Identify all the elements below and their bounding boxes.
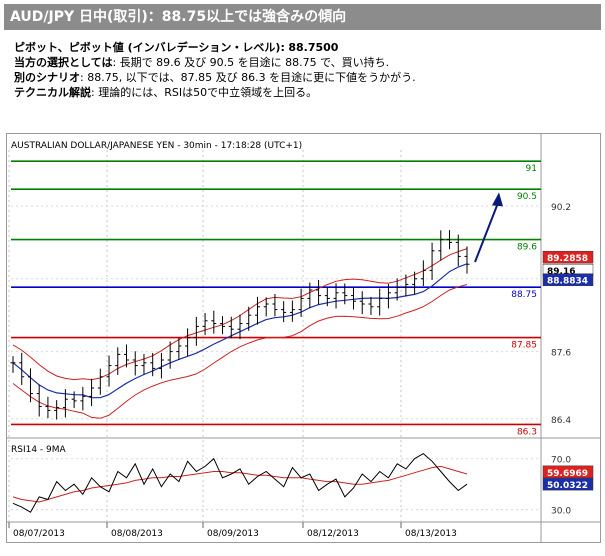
pivot-line: ピボット、ピボット値 (インバレデーション・レベル): 88.7500 [14, 40, 599, 55]
preferred-label: 当方の選択としては [14, 56, 113, 69]
level-label: 86.3 [517, 427, 537, 437]
rsi-tag-label: 50.0322 [547, 481, 588, 491]
x-tick-label: 08/08/2013 [111, 529, 163, 539]
upper-band-line [12, 248, 468, 381]
y-tick-label: 86.4 [551, 416, 571, 426]
price-tag-label: 88.8834 [547, 277, 588, 287]
rsi-tag-label: 59.6969 [547, 469, 588, 479]
pivot-label: ピボット、ピボット値 (インバレデーション・レベル): [14, 41, 285, 54]
chart-frame: AUSTRALIAN DOLLAR/JAPANESE YEN - 30min -… [6, 133, 601, 543]
level-label: 91 [526, 164, 537, 174]
y-tick-label: 87.6 [551, 349, 571, 359]
level-label: 87.85 [511, 341, 537, 351]
rsi-line [12, 452, 468, 513]
technical-line: テクニカル解説: 理論的には、RSIは50で中立領域を上回る。 [14, 85, 599, 100]
x-tick-label: 08/12/2013 [307, 529, 359, 539]
level-label: 89.6 [517, 243, 537, 253]
x-tick-label: 08/13/2013 [405, 529, 457, 539]
x-tick-label: 08/09/2013 [207, 529, 259, 539]
technical-label: テクニカル解説 [14, 86, 91, 99]
price-tag-label: 89.2858 [547, 254, 588, 264]
price-tag-label: 89.16 [547, 267, 575, 277]
x-tick-label: 08/07/2013 [13, 529, 65, 539]
forecast-arrow [474, 200, 500, 263]
alternative-text: : 88.75, 以下では、87.85 及び 86.3 を目途に更に下値をうかが… [80, 71, 416, 84]
level-label: 88.75 [511, 290, 537, 300]
level-label: 90.5 [517, 192, 537, 202]
preferred-text: : 長期で 89.6 及び 90.5 を目途に 88.75 で、買い持ち. [112, 56, 390, 69]
page-title: AUD/JPY 日中(取引)：88.75以上では強含みの傾向 [4, 4, 601, 30]
forecast-arrowhead [492, 192, 503, 207]
lower-band-line [12, 284, 468, 419]
pivot-value: 88.7500 [288, 41, 339, 54]
analysis-info: ピボット、ピボット値 (インバレデーション・レベル): 88.7500 当方の選… [14, 40, 599, 100]
rsi-tag [542, 477, 594, 491]
rsi-tick-label: 70.0 [551, 456, 571, 466]
y-tick-label: 90.2 [551, 203, 571, 213]
alternative-line: 別のシナリオ: 88.75, 以下では、87.85 及び 86.3 を目途に更に… [14, 70, 599, 85]
price-tag [542, 273, 594, 286]
technical-text: : 理論的には、RSIは50で中立領域を上回る。 [91, 86, 318, 99]
alternative-label: 別のシナリオ [14, 71, 80, 84]
preferred-line: 当方の選択としては: 長期で 89.6 及び 90.5 を目途に 88.75 で… [14, 55, 599, 70]
chart-title: AUSTRALIAN DOLLAR/JAPANESE YEN - 30min -… [11, 141, 302, 151]
rsi-tick-label: 30.0 [551, 507, 571, 517]
rsi-tag [542, 465, 594, 479]
price-chart: AUSTRALIAN DOLLAR/JAPANESE YEN - 30min -… [7, 134, 600, 542]
rsi-title: RSI14 - 9MA [11, 445, 67, 455]
rsi-ma-line [12, 465, 468, 503]
price-tag [542, 250, 594, 264]
